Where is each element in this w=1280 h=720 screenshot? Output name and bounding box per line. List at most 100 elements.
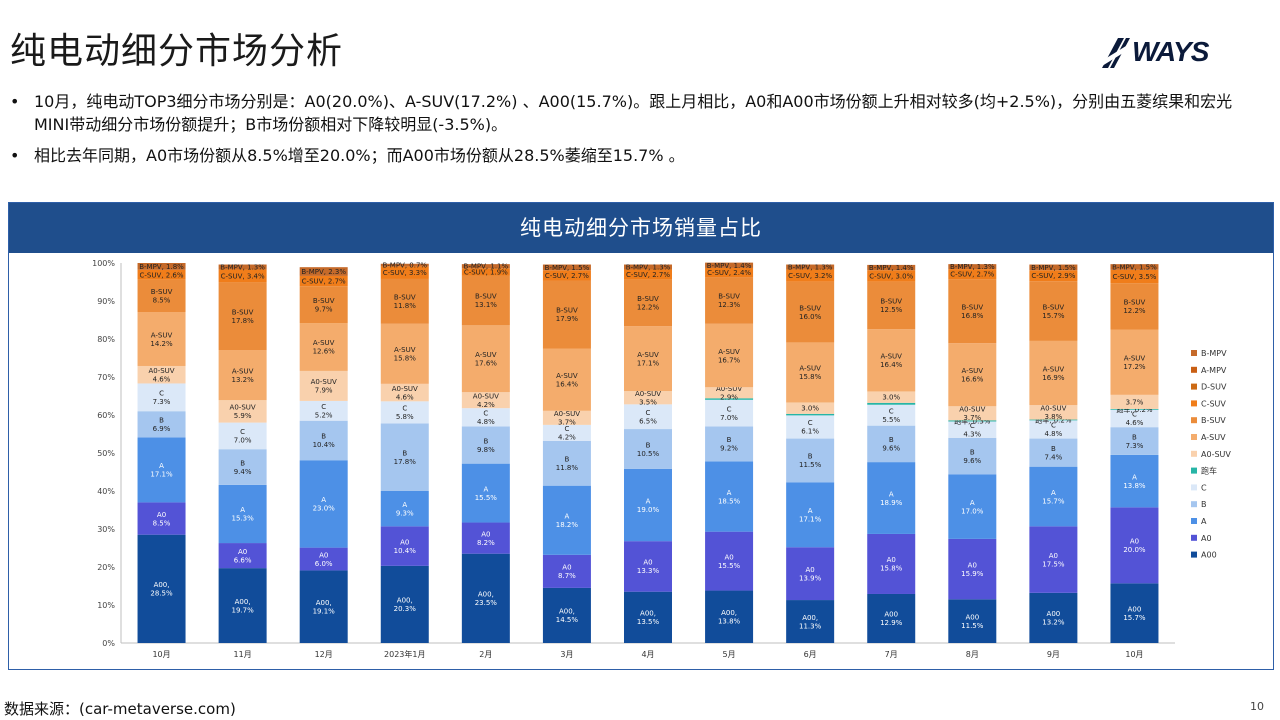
data-label: 11.3% [799, 622, 822, 630]
data-label: B-MPV, 1.1% [464, 263, 509, 271]
bar-segment [542, 280, 591, 349]
data-label: B [1051, 445, 1056, 453]
data-label: A-SUV [475, 351, 497, 359]
data-label: C-SUV, 3.2% [788, 272, 832, 280]
data-label: 3.7% [558, 419, 576, 427]
bar-segment [786, 415, 835, 439]
data-label: 17.5% [1042, 560, 1065, 568]
data-label: 18.5% [718, 497, 741, 505]
legend-swatch [1191, 551, 1197, 558]
bar-segment [1029, 405, 1078, 420]
bar-segment [786, 413, 835, 416]
data-label: B-MPV, 2.3% [301, 268, 346, 276]
data-label: 2.9% [720, 394, 738, 402]
data-label: 12.9% [880, 619, 903, 627]
data-label: 17.0% [961, 507, 984, 515]
data-label: B [321, 433, 326, 441]
bar-segment [624, 429, 672, 469]
data-label: 12.3% [718, 301, 741, 309]
stacked-bar-chart: 0%10%20%30%40%50%60%70%80%90%100%A00,28.… [92, 259, 1231, 659]
x-tick-label: 12月 [315, 650, 333, 659]
bar-segment [867, 329, 916, 392]
data-label: B-SUV [151, 288, 173, 296]
bar-segment [461, 264, 510, 269]
bar-segment [786, 600, 835, 643]
data-label: A0 [319, 551, 328, 559]
data-label: A [240, 506, 245, 514]
bar-segment [461, 553, 510, 643]
data-label: 4.8% [477, 418, 495, 426]
data-label: 9.7% [315, 305, 333, 313]
data-label: A0-SUV [959, 406, 985, 414]
data-label: A [159, 462, 164, 470]
data-label: B-SUV [232, 308, 254, 316]
legend-swatch [1191, 350, 1197, 356]
data-label: 11.8% [556, 464, 579, 472]
bar-segment [1110, 454, 1159, 508]
x-tick-label: 10月 [152, 650, 170, 659]
data-label: 14.5% [556, 616, 579, 624]
data-label: B-SUV [718, 293, 740, 301]
brand-logo: WAYS [1132, 36, 1209, 67]
bar-segment [624, 541, 672, 592]
data-label: 13.3% [637, 567, 660, 575]
bar-segment [948, 269, 997, 280]
bar-segment [867, 391, 916, 403]
legend-label: B-SUV [1201, 416, 1226, 425]
data-label: C-SUV, 3.3% [383, 269, 427, 277]
chart-title: 纯电动细分市场销量占比 [9, 203, 1273, 253]
data-label: A-SUV [718, 348, 740, 356]
bar-segment [380, 423, 429, 491]
data-label: 16.9% [1042, 374, 1065, 382]
data-label: C-SUV, 1.9% [464, 268, 508, 276]
data-label: 16.4% [880, 361, 903, 369]
bar-segment [542, 485, 591, 555]
bar-segment [948, 437, 997, 475]
data-label: B [159, 417, 164, 425]
data-label: 23.0% [313, 505, 336, 513]
data-label: A0-SUV [716, 385, 742, 393]
data-label: 15.9% [961, 570, 984, 578]
data-label: A0-SUV [392, 385, 418, 393]
data-label: A [970, 499, 975, 507]
bar-segment [542, 554, 591, 588]
bar-segment [137, 534, 186, 643]
data-label: C [1051, 422, 1056, 430]
data-label: 5.8% [396, 413, 414, 421]
bar-segment [1029, 264, 1078, 271]
bar-segment [867, 402, 916, 405]
data-label: 16.6% [961, 375, 984, 383]
data-label: A-SUV [962, 367, 984, 375]
y-tick-label: 70% [97, 373, 115, 382]
data-label: B-SUV [475, 293, 497, 301]
data-label: 14.2% [150, 340, 173, 348]
bar-segment [137, 437, 186, 503]
data-label: A-SUV [232, 367, 254, 375]
bar-segment [1110, 283, 1159, 330]
footer-source: 数据来源：(car-metaverse.com) [4, 700, 236, 718]
bar-segment [705, 398, 754, 400]
data-label: B-SUV [1043, 303, 1065, 311]
data-label: 9.8% [477, 446, 495, 454]
bar-segment [705, 399, 754, 427]
bar-segment [705, 277, 754, 324]
data-label: A-SUV [637, 351, 659, 359]
data-label: C-SUV, 2.7% [302, 278, 346, 286]
data-label: 13.1% [475, 301, 498, 309]
data-label: B-SUV [799, 304, 821, 312]
data-label: 4.6% [396, 393, 414, 401]
legend-label: 跑车 [1201, 466, 1217, 476]
bar-segment [137, 263, 186, 270]
legend-label: A0 [1201, 534, 1212, 543]
data-label: A0-SUV [635, 390, 661, 398]
bar-segment [137, 365, 186, 384]
data-label: A00, [235, 598, 251, 606]
data-label: A [321, 496, 326, 504]
bar-segment [786, 438, 835, 483]
data-label: B-MPV, 1.3% [220, 263, 265, 271]
data-label: 9.6% [963, 457, 981, 465]
bar-segment [705, 262, 754, 268]
bar-segment [542, 270, 591, 281]
data-label: B [1132, 433, 1137, 441]
bar-segment [867, 593, 916, 643]
